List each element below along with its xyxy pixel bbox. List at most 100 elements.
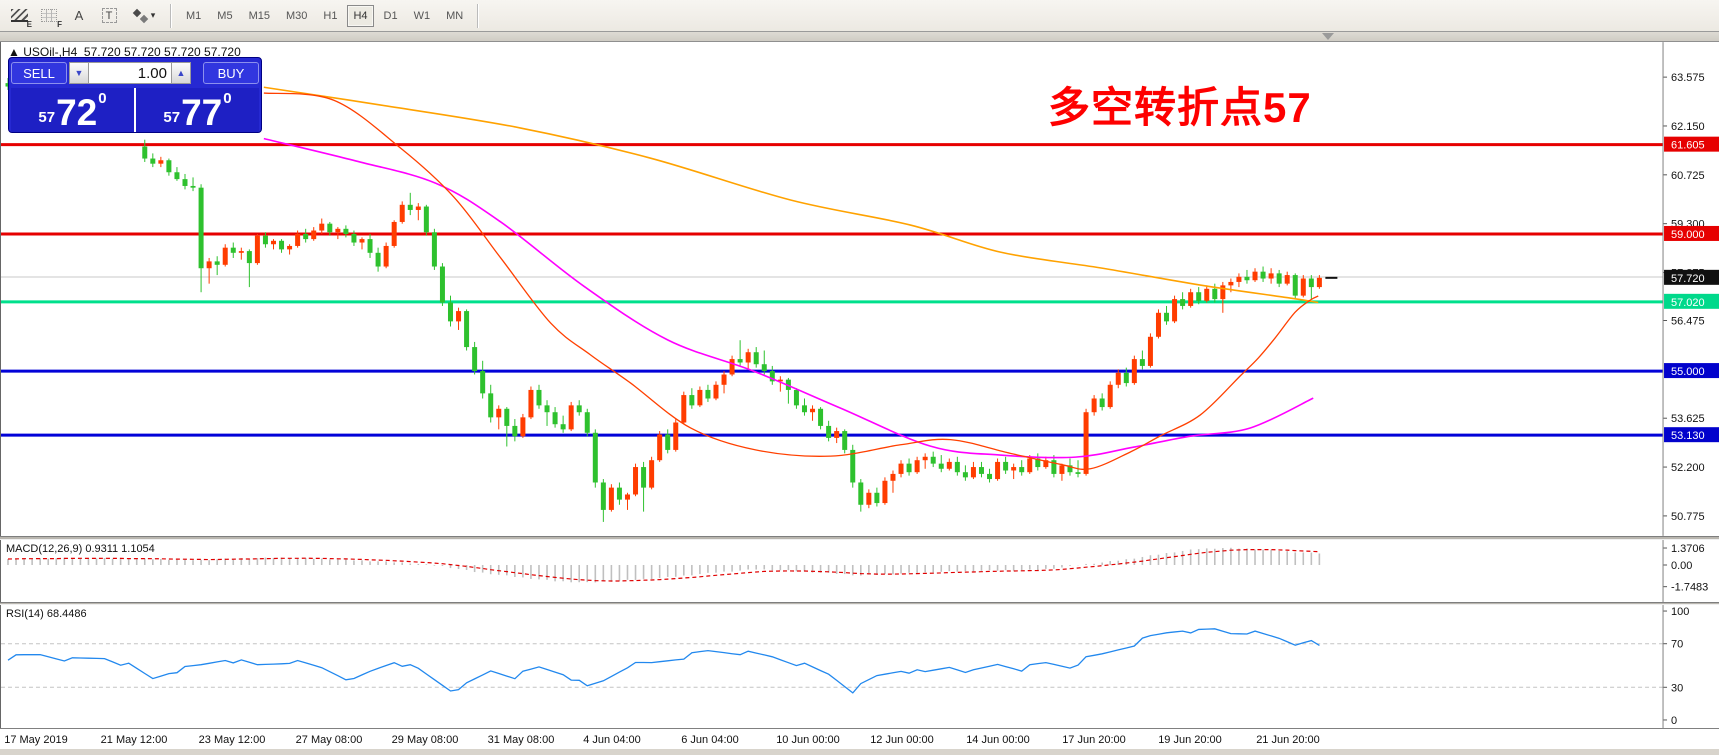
candle (793, 389, 799, 406)
volume-increase-button[interactable]: ▲ (171, 62, 191, 84)
timeframe-button-d1[interactable]: D1 (383, 9, 398, 22)
ma-red-line (263, 92, 1319, 470)
candle (970, 467, 976, 478)
candle (978, 467, 984, 474)
main-toolbar: E F A T ▾ M1 M5 M15 M30 H1 H4 D1 W1 MN (0, 0, 1719, 32)
price-badge: 59.000 (1671, 229, 1705, 241)
time-axis-label: 4 Jun 04:00 (583, 734, 641, 746)
candle (520, 417, 526, 437)
timeframe-button-h1[interactable]: H1 (323, 9, 338, 22)
candle (391, 221, 397, 246)
candle (1164, 312, 1170, 322)
grid-pattern-icon[interactable]: F (36, 4, 62, 29)
candle (222, 247, 228, 265)
timeframe-button-m5[interactable]: M5 (217, 9, 233, 22)
sell-price-display[interactable]: 57 72 0 (11, 88, 136, 132)
candle (995, 461, 1001, 480)
candle (649, 460, 655, 488)
candle (1123, 372, 1129, 384)
macd-indicator-panel[interactable]: 1.3706 0.00 -1.7483 MACD(12,26,9) 0.9311 1.… (0, 540, 1719, 602)
candle (1075, 472, 1081, 474)
candle (166, 160, 172, 173)
chart-scroll-arrow-icon[interactable] (1322, 33, 1334, 40)
objects-diamond-icon[interactable]: ▾ (126, 4, 162, 28)
price-badge: 61.605 (1671, 140, 1705, 152)
time-axis-label: 10 Jun 00:00 (776, 734, 840, 746)
candle (906, 463, 912, 473)
timeframe-button-h4[interactable]: H4 (347, 4, 374, 27)
time-axis-label: 21 Jun 20:00 (1256, 734, 1320, 746)
candle (1172, 299, 1178, 322)
candle (335, 228, 341, 233)
candle (1091, 398, 1097, 413)
candle (818, 408, 824, 426)
candle (633, 467, 639, 495)
macd-signal-line (7, 549, 1320, 582)
candle (1204, 288, 1210, 301)
text-box-icon[interactable]: T (96, 4, 122, 28)
price-tick-label: 62.150 (1671, 121, 1705, 133)
timeframe-button-m1[interactable]: M1 (186, 9, 202, 22)
candle (697, 389, 703, 406)
candle (367, 239, 373, 253)
price-tick-label: 60.725 (1671, 170, 1705, 182)
indicators-pattern-icon[interactable]: E (6, 4, 32, 29)
candle (287, 245, 293, 250)
candle (504, 408, 510, 426)
candle (303, 233, 309, 240)
collapse-arrow-icon[interactable]: ▲ (8, 45, 20, 59)
rsi-indicator-panel[interactable]: 100 70 30 0 RSI(14) 68.4486 (0, 605, 1719, 728)
time-axis-label: 17 May 2019 (4, 734, 68, 746)
candle (480, 371, 486, 394)
candle (190, 185, 196, 188)
candle (254, 235, 260, 264)
candle (174, 172, 180, 180)
macd-axis-label: -1.7483 (1671, 582, 1708, 594)
time-axis-label: 12 Jun 00:00 (870, 734, 934, 746)
candle (1300, 278, 1306, 296)
candle (922, 456, 928, 461)
candle (1147, 336, 1153, 366)
candle (1316, 277, 1322, 288)
candle (447, 302, 453, 322)
rsi-label: RSI(14) 68.4486 (6, 608, 87, 620)
candle (673, 422, 679, 450)
panel-divider[interactable] (0, 602, 1719, 605)
candle (987, 473, 993, 480)
candle (1115, 372, 1121, 385)
timeframe-button-m30[interactable]: M30 (285, 9, 308, 22)
buy-price-display[interactable]: 57 77 0 (136, 88, 259, 132)
volume-decrease-button[interactable]: ▼ (69, 62, 89, 84)
candle (262, 235, 268, 245)
candle (930, 456, 936, 464)
volume-input[interactable] (89, 62, 171, 84)
candle (753, 352, 759, 365)
timeframe-button-mn[interactable]: MN (446, 9, 464, 22)
timeframe-button-w1[interactable]: W1 (413, 9, 431, 22)
price-badge: 53.130 (1671, 430, 1705, 442)
candle (1139, 359, 1145, 366)
price-chart-panel[interactable]: 63.57562.15060.72559.30057.87556.47553.6… (0, 42, 1719, 536)
candle (1268, 273, 1274, 279)
timeframe-group: M1 M5 M15 M30 H1 H4 D1 W1 MN (178, 4, 471, 27)
candle (431, 232, 437, 267)
sell-button[interactable]: SELL (11, 62, 67, 84)
buy-button[interactable]: BUY (203, 62, 259, 84)
letter-a-icon[interactable]: A (74, 8, 84, 23)
candle (528, 389, 534, 418)
candle (182, 179, 188, 186)
candle (1236, 276, 1242, 282)
candle (1260, 271, 1266, 279)
macd-label: MACD(12,26,9) 0.9311 1.1054 (6, 543, 155, 555)
candle (713, 384, 719, 399)
time-axis-label: 27 May 08:00 (295, 734, 363, 746)
panel-divider[interactable] (0, 536, 1719, 540)
candle (295, 233, 301, 246)
timeframe-button-m15[interactable]: M15 (248, 9, 270, 22)
candle (954, 461, 960, 473)
candle (415, 206, 421, 210)
candle (399, 204, 405, 222)
price-badge: 55.000 (1671, 366, 1705, 378)
candle (279, 240, 285, 250)
